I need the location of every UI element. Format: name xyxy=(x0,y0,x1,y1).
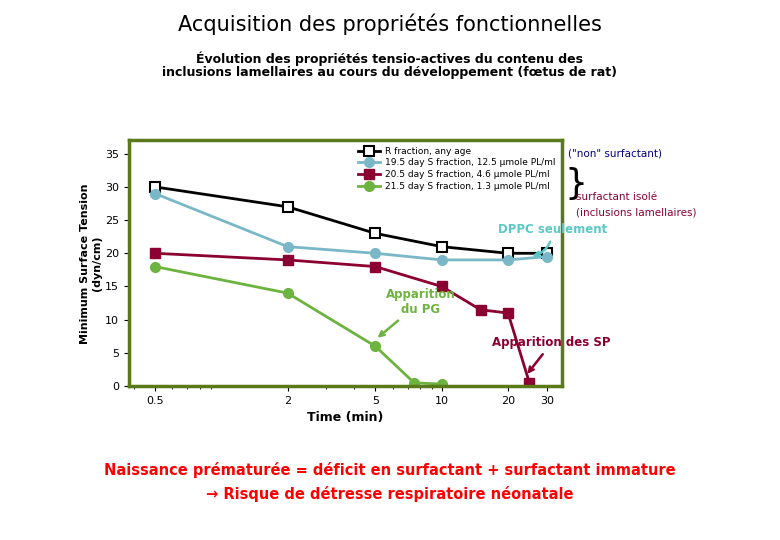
20.5 day S fraction, 4.6 μmole PL/ml xyxy=(525,380,534,386)
20.5 day S fraction, 4.6 μmole PL/ml xyxy=(283,256,292,263)
Y-axis label: Minimum Surface Tension
(dyn/cm): Minimum Surface Tension (dyn/cm) xyxy=(80,183,102,343)
21.5 day S fraction, 1.3 μmole PL/ml xyxy=(410,380,419,386)
19.5 day S fraction, 12.5 μmole PL/ml xyxy=(437,256,446,263)
Text: Acquisition des propriétés fonctionnelles: Acquisition des propriétés fonctionnelle… xyxy=(178,14,602,35)
Text: inclusions lamellaires au cours du développement (fœtus de rat): inclusions lamellaires au cours du dével… xyxy=(162,66,618,79)
Text: DPPC seulement: DPPC seulement xyxy=(498,224,607,256)
Text: Apparition des SP: Apparition des SP xyxy=(492,336,611,372)
Text: Évolution des propriétés tensio-actives du contenu des: Évolution des propriétés tensio-actives … xyxy=(197,51,583,66)
19.5 day S fraction, 12.5 μmole PL/ml xyxy=(283,244,292,250)
R fraction, any age xyxy=(542,250,551,256)
20.5 day S fraction, 4.6 μmole PL/ml xyxy=(503,310,512,316)
Line: 20.5 day S fraction, 4.6 μmole PL/ml: 20.5 day S fraction, 4.6 μmole PL/ml xyxy=(150,248,534,388)
R fraction, any age xyxy=(283,204,292,210)
R fraction, any age xyxy=(370,230,380,237)
19.5 day S fraction, 12.5 μmole PL/ml xyxy=(503,256,512,263)
R fraction, any age xyxy=(437,244,446,250)
Line: 21.5 day S fraction, 1.3 μmole PL/ml: 21.5 day S fraction, 1.3 μmole PL/ml xyxy=(150,262,447,389)
21.5 day S fraction, 1.3 μmole PL/ml xyxy=(283,290,292,296)
19.5 day S fraction, 12.5 μmole PL/ml xyxy=(151,190,160,197)
X-axis label: Time (min): Time (min) xyxy=(307,411,383,424)
Text: surfactant isolé: surfactant isolé xyxy=(576,192,657,202)
20.5 day S fraction, 4.6 μmole PL/ml xyxy=(370,264,380,270)
Line: R fraction, any age: R fraction, any age xyxy=(150,182,551,258)
21.5 day S fraction, 1.3 μmole PL/ml xyxy=(437,381,446,387)
19.5 day S fraction, 12.5 μmole PL/ml xyxy=(542,253,551,260)
R fraction, any age xyxy=(151,184,160,190)
21.5 day S fraction, 1.3 μmole PL/ml xyxy=(151,264,160,270)
Text: ("non" surfactant): ("non" surfactant) xyxy=(568,149,662,159)
Line: 19.5 day S fraction, 12.5 μmole PL/ml: 19.5 day S fraction, 12.5 μmole PL/ml xyxy=(150,188,551,265)
Legend: R fraction, any age, 19.5 day S fraction, 12.5 μmole PL/ml, 20.5 day S fraction,: R fraction, any age, 19.5 day S fraction… xyxy=(356,145,557,193)
20.5 day S fraction, 4.6 μmole PL/ml xyxy=(476,307,485,313)
20.5 day S fraction, 4.6 μmole PL/ml xyxy=(437,284,446,290)
Text: → Risque de détresse respiratoire néonatale: → Risque de détresse respiratoire néonat… xyxy=(206,486,574,502)
20.5 day S fraction, 4.6 μmole PL/ml xyxy=(151,250,160,256)
19.5 day S fraction, 12.5 μmole PL/ml xyxy=(370,250,380,256)
R fraction, any age xyxy=(503,250,512,256)
21.5 day S fraction, 1.3 μmole PL/ml xyxy=(370,343,380,349)
Text: Naissance prématurée = déficit en surfactant + surfactant immature: Naissance prématurée = déficit en surfac… xyxy=(105,462,675,478)
Text: }: } xyxy=(565,167,587,200)
Text: (inclusions lamellaires): (inclusions lamellaires) xyxy=(576,208,696,218)
Text: Apparition
du PG: Apparition du PG xyxy=(380,288,456,336)
